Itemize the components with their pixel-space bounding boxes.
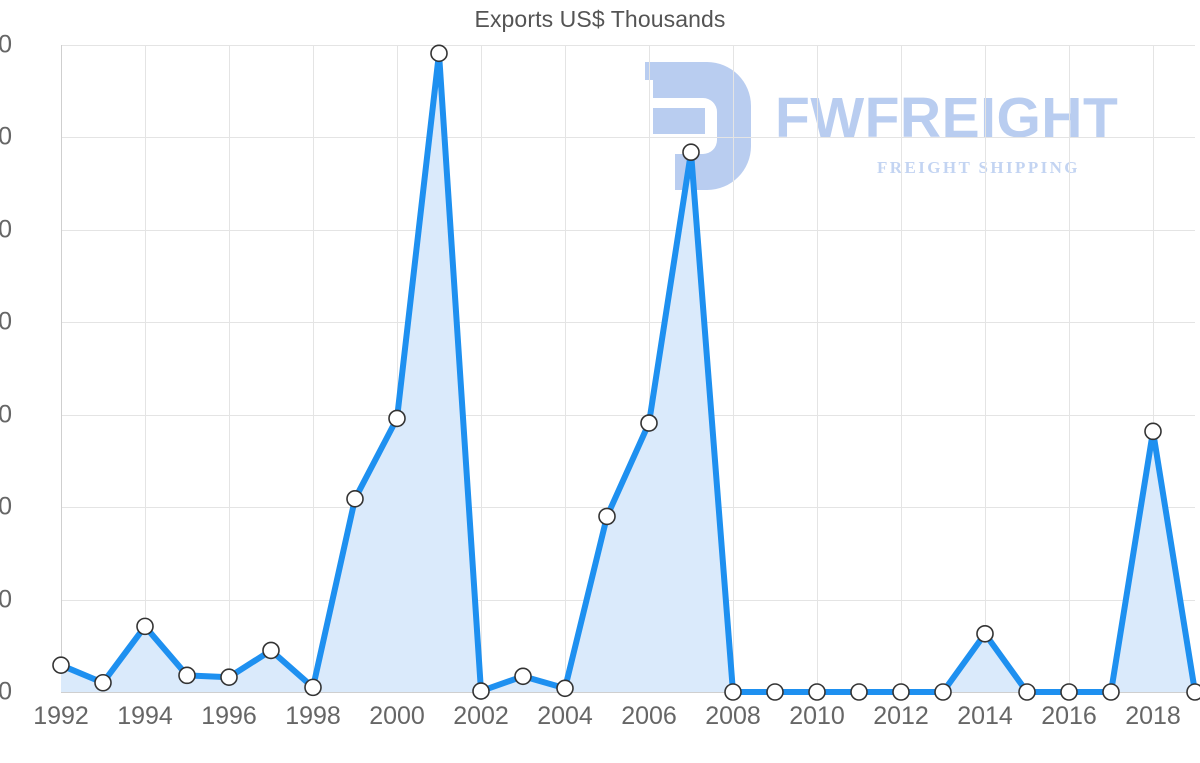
gridline-vertical <box>397 45 398 692</box>
y-axis-tick-label: 0 <box>0 677 12 706</box>
gridline-horizontal <box>61 45 1195 46</box>
data-point-marker[interactable] <box>724 683 742 701</box>
x-axis-tick-label: 2010 <box>789 702 845 730</box>
x-axis-tick-label: 2000 <box>369 702 425 730</box>
gridline-horizontal <box>61 137 1195 139</box>
data-point-marker[interactable] <box>178 666 196 685</box>
data-point-marker[interactable] <box>1018 683 1036 701</box>
x-axis-tick-label: 1998 <box>285 702 341 730</box>
data-point-marker[interactable] <box>472 682 490 700</box>
series-line <box>58 50 1198 695</box>
gridline-vertical <box>229 45 230 692</box>
data-point-marker[interactable] <box>892 683 910 701</box>
x-axis-tick-label: 2018 <box>1125 702 1181 730</box>
data-point-marker[interactable] <box>682 143 700 162</box>
x-axis-tick-label: 1996 <box>201 702 257 730</box>
data-point-marker[interactable] <box>94 673 112 692</box>
y-axis-tick-label: 500 <box>0 215 12 244</box>
data-point-marker[interactable] <box>262 641 280 660</box>
data-point-marker[interactable] <box>808 683 826 701</box>
x-axis-tick-label: 2004 <box>537 702 593 730</box>
data-point-marker[interactable] <box>766 683 784 701</box>
gridline-vertical <box>481 45 482 692</box>
series-markers <box>52 44 1200 701</box>
x-axis-tick-label: 2002 <box>453 702 509 730</box>
data-point-marker[interactable] <box>640 414 658 432</box>
gridline-horizontal <box>61 229 1195 231</box>
x-axis-tick-label: 2012 <box>873 702 929 730</box>
area-fill <box>61 53 1195 692</box>
gridline-vertical <box>313 45 314 692</box>
x-axis-tick-label: 2006 <box>621 702 677 730</box>
data-point-marker[interactable] <box>388 409 406 428</box>
gridline-vertical <box>1153 45 1154 692</box>
gridline-vertical <box>649 45 650 692</box>
y-axis-tick-label: 100 <box>0 585 12 614</box>
y-axis-tick-label: 700 <box>0 30 12 59</box>
x-axis-tick-label: 2014 <box>957 702 1013 730</box>
data-point-marker[interactable] <box>934 683 952 701</box>
y-axis-line <box>61 45 62 693</box>
x-axis-tick-label: 1992 <box>33 702 89 730</box>
y-axis-tick-label: 400 <box>0 307 12 336</box>
data-point-marker[interactable] <box>220 668 238 687</box>
data-point-marker[interactable] <box>556 679 574 698</box>
data-point-marker[interactable] <box>1060 683 1078 701</box>
data-point-marker[interactable] <box>976 624 994 643</box>
x-axis-line <box>61 692 1195 693</box>
y-axis-tick-label: 300 <box>0 400 12 429</box>
gridline-horizontal <box>61 414 1195 416</box>
x-axis-tick-label: 1994 <box>117 702 173 730</box>
data-point-marker[interactable] <box>1102 683 1120 701</box>
chart-title: Exports US$ Thousands <box>474 6 726 32</box>
data-point-marker[interactable] <box>346 490 364 508</box>
data-point-marker[interactable] <box>1144 422 1162 441</box>
y-axis-tick-label: 200 <box>0 492 12 521</box>
data-point-marker[interactable] <box>52 656 70 675</box>
gridline-vertical <box>1069 45 1070 692</box>
y-axis-tick-label: 600 <box>0 122 12 151</box>
gridline-vertical <box>985 45 986 692</box>
data-point-marker[interactable] <box>1186 683 1200 701</box>
gridline-vertical <box>817 45 818 692</box>
gridline-vertical <box>733 45 734 692</box>
gridline-horizontal <box>61 322 1195 324</box>
data-point-marker[interactable] <box>136 617 154 636</box>
data-point-marker[interactable] <box>304 678 322 697</box>
gridline-vertical <box>901 45 902 692</box>
x-axis-tick-label: 2016 <box>1041 702 1097 730</box>
gridline-vertical <box>565 45 566 692</box>
data-point-marker[interactable] <box>598 507 616 526</box>
data-point-marker[interactable] <box>514 667 532 686</box>
gridline-vertical <box>145 45 146 692</box>
data-point-marker[interactable] <box>430 44 448 63</box>
data-point-marker[interactable] <box>850 683 868 701</box>
x-axis-tick-label: 2008 <box>705 702 761 730</box>
